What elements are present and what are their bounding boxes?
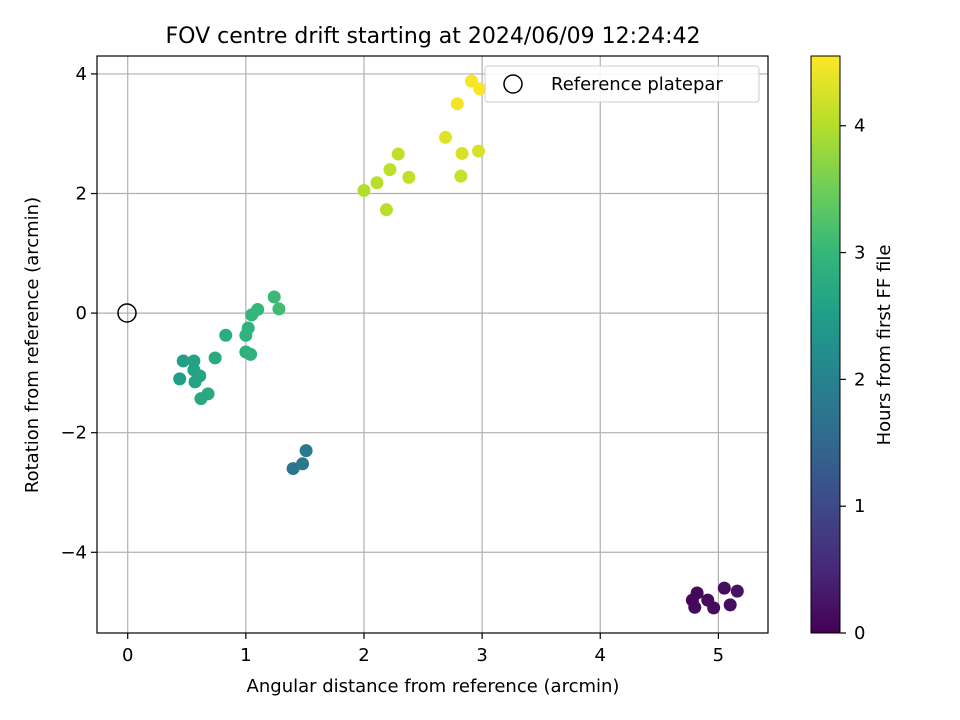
- x-tick-label: 4: [595, 645, 606, 666]
- data-point: [472, 144, 486, 158]
- data-point: [201, 387, 215, 401]
- y-tick-label: 4: [76, 64, 87, 85]
- data-point: [357, 184, 371, 198]
- data-point: [454, 169, 468, 183]
- data-point: [391, 147, 405, 161]
- x-tick-label: 3: [476, 645, 487, 666]
- x-tick-label: 2: [358, 645, 369, 666]
- data-point: [690, 586, 704, 600]
- data-point: [438, 130, 452, 144]
- data-point: [187, 354, 201, 368]
- data-point: [208, 351, 222, 365]
- y-tick-label: −4: [60, 542, 87, 563]
- legend-marker-icon: [503, 74, 523, 94]
- data-point: [450, 97, 464, 111]
- data-point: [173, 372, 187, 386]
- colorbar-tick-label: 1: [854, 496, 865, 517]
- data-point: [176, 354, 190, 368]
- data-point: [402, 170, 416, 184]
- data-point: [723, 598, 737, 612]
- legend: Reference platepar: [484, 65, 760, 103]
- data-point: [296, 457, 310, 471]
- data-point: [688, 600, 702, 614]
- reference-platepar-marker: [117, 303, 137, 323]
- plot-frame: [96, 55, 769, 634]
- data-point: [383, 163, 397, 177]
- legend-box: [484, 65, 760, 103]
- data-point: [473, 82, 487, 96]
- x-tick-label: 1: [240, 645, 251, 666]
- data-point: [717, 581, 731, 595]
- data-point: [299, 444, 313, 458]
- data-point: [193, 369, 207, 383]
- data-point: [464, 74, 478, 88]
- colorbar-tick-label: 0: [854, 623, 865, 644]
- data-point: [251, 303, 265, 317]
- grid-lines: [97, 56, 768, 633]
- y-tick-label: 2: [76, 184, 87, 205]
- x-tick-label: 5: [713, 645, 724, 666]
- data-point: [267, 290, 281, 304]
- colorbar-tick-label: 2: [854, 369, 865, 390]
- y-tick-label: −2: [60, 423, 87, 444]
- data-point: [379, 203, 393, 217]
- chart-title: FOV centre drift starting at 2024/06/09 …: [166, 24, 701, 49]
- x-axis-ticks: 0 1 2 3 4 5: [122, 633, 724, 666]
- colorbar-gradient: [810, 55, 841, 634]
- data-point: [730, 584, 744, 598]
- colorbar-tick-label: 4: [854, 116, 865, 137]
- data-point: [272, 302, 286, 316]
- data-point: [241, 321, 255, 335]
- colorbar-label: Hours from first FF file: [874, 245, 895, 446]
- data-point: [370, 176, 384, 190]
- data-point: [244, 347, 258, 361]
- x-axis-label: Angular distance from reference (arcmin): [247, 676, 620, 697]
- y-axis-label: Rotation from reference (arcmin): [22, 197, 43, 493]
- x-tick-label: 0: [122, 645, 133, 666]
- data-point: [219, 328, 233, 342]
- y-tick-label: 0: [76, 303, 87, 324]
- y-axis-ticks: −4 −2 0 2 4: [60, 64, 97, 563]
- colorbar-ticks: 0 1 2 3 4: [840, 116, 865, 644]
- colorbar: 0 1 2 3 4 Hours from first FF file: [810, 55, 895, 644]
- data-point: [455, 146, 469, 160]
- data-points: [173, 74, 744, 615]
- legend-entry-label: Reference platepar: [551, 74, 723, 95]
- data-point: [707, 601, 721, 615]
- colorbar-tick-label: 3: [854, 243, 865, 264]
